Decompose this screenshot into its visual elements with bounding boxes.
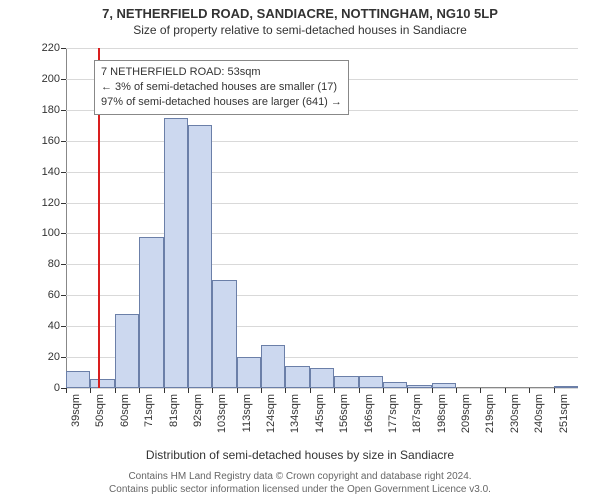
gridline: [66, 233, 578, 234]
y-tick-label: 60: [48, 289, 66, 301]
histogram-bar: [212, 280, 236, 388]
y-tick-label: 0: [54, 382, 66, 394]
histogram-bar: [261, 345, 285, 388]
x-tick-label: 209sqm: [460, 394, 472, 433]
plot-area: 02040608010012014016018020022039sqm50sqm…: [66, 48, 578, 388]
x-tick-mark: [383, 388, 384, 393]
x-tick-label: 113sqm: [241, 394, 253, 432]
histogram-bar: [66, 371, 90, 388]
x-tick-mark: [334, 388, 335, 393]
x-tick-label: 187sqm: [411, 394, 423, 433]
x-tick-mark: [480, 388, 481, 393]
histogram-bar: [554, 386, 578, 388]
x-tick-mark: [407, 388, 408, 393]
gridline: [66, 203, 578, 204]
x-tick-mark: [456, 388, 457, 393]
y-axis-line: [66, 48, 67, 388]
y-tick-label: 100: [42, 227, 66, 239]
x-tick-mark: [554, 388, 555, 393]
x-tick-label: 230sqm: [509, 394, 521, 433]
histogram-bar: [285, 366, 309, 388]
annotation-box: 7 NETHERFIELD ROAD: 53sqm ← 3% of semi-d…: [94, 60, 349, 115]
annotation-line: 7 NETHERFIELD ROAD: 53sqm: [101, 65, 342, 80]
x-tick-label: 219sqm: [484, 394, 496, 433]
y-tick-label: 140: [42, 166, 66, 178]
gridline: [66, 141, 578, 142]
annotation-line: ← 3% of semi-detached houses are smaller…: [101, 80, 342, 95]
annotation-line: 97% of semi-detached houses are larger (…: [101, 95, 342, 110]
y-tick-label: 180: [42, 104, 66, 116]
x-tick-mark: [359, 388, 360, 393]
x-tick-mark: [139, 388, 140, 393]
histogram-bar: [90, 379, 114, 388]
x-tick-mark: [115, 388, 116, 393]
x-tick-mark: [285, 388, 286, 393]
x-tick-label: 198sqm: [436, 394, 448, 433]
x-tick-label: 134sqm: [289, 394, 301, 433]
x-tick-mark: [310, 388, 311, 393]
y-tick-label: 120: [42, 197, 66, 209]
y-tick-label: 80: [48, 258, 66, 270]
y-tick-label: 160: [42, 135, 66, 147]
x-tick-mark: [90, 388, 91, 393]
x-tick-label: 39sqm: [70, 394, 82, 427]
chart-title: 7, NETHERFIELD ROAD, SANDIACRE, NOTTINGH…: [0, 0, 600, 21]
y-tick-label: 20: [48, 351, 66, 363]
histogram-bar: [359, 376, 383, 388]
x-tick-mark: [188, 388, 189, 393]
footer-line: Contains HM Land Registry data © Crown c…: [0, 470, 600, 483]
chart-subtitle: Size of property relative to semi-detach…: [0, 21, 600, 37]
y-tick-label: 220: [42, 42, 66, 54]
x-tick-label: 50sqm: [94, 394, 106, 427]
x-tick-label: 60sqm: [119, 394, 131, 427]
x-tick-mark: [261, 388, 262, 393]
gridline: [66, 388, 578, 389]
gridline: [66, 172, 578, 173]
histogram-bar: [407, 385, 431, 388]
x-tick-label: 124sqm: [265, 394, 277, 433]
x-tick-label: 103sqm: [216, 394, 228, 433]
histogram-bar: [310, 368, 334, 388]
histogram-bar: [139, 237, 163, 388]
x-tick-label: 92sqm: [192, 394, 204, 427]
histogram-bar: [383, 382, 407, 388]
histogram-bar: [188, 125, 212, 388]
x-tick-label: 71sqm: [143, 394, 155, 427]
x-tick-mark: [529, 388, 530, 393]
gridline: [66, 48, 578, 49]
x-tick-mark: [66, 388, 67, 393]
histogram-bar: [164, 118, 188, 388]
x-tick-label: 240sqm: [533, 394, 545, 433]
footer-attribution: Contains HM Land Registry data © Crown c…: [0, 470, 600, 496]
y-tick-label: 40: [48, 320, 66, 332]
x-tick-label: 81sqm: [168, 394, 180, 427]
x-tick-mark: [505, 388, 506, 393]
x-tick-label: 166sqm: [363, 394, 375, 433]
x-tick-mark: [212, 388, 213, 393]
x-tick-mark: [164, 388, 165, 393]
histogram-bar: [115, 314, 139, 388]
x-tick-label: 145sqm: [314, 394, 326, 433]
x-axis-label: Distribution of semi-detached houses by …: [0, 444, 600, 462]
x-tick-label: 156sqm: [338, 394, 350, 433]
histogram-bar: [334, 376, 358, 388]
y-tick-label: 200: [42, 73, 66, 85]
histogram-bar: [237, 357, 261, 388]
x-tick-label: 177sqm: [387, 394, 399, 433]
x-tick-label: 251sqm: [558, 394, 570, 433]
footer-line: Contains public sector information licen…: [0, 483, 600, 496]
histogram-bar: [432, 383, 456, 388]
x-tick-mark: [237, 388, 238, 393]
x-tick-mark: [432, 388, 433, 393]
